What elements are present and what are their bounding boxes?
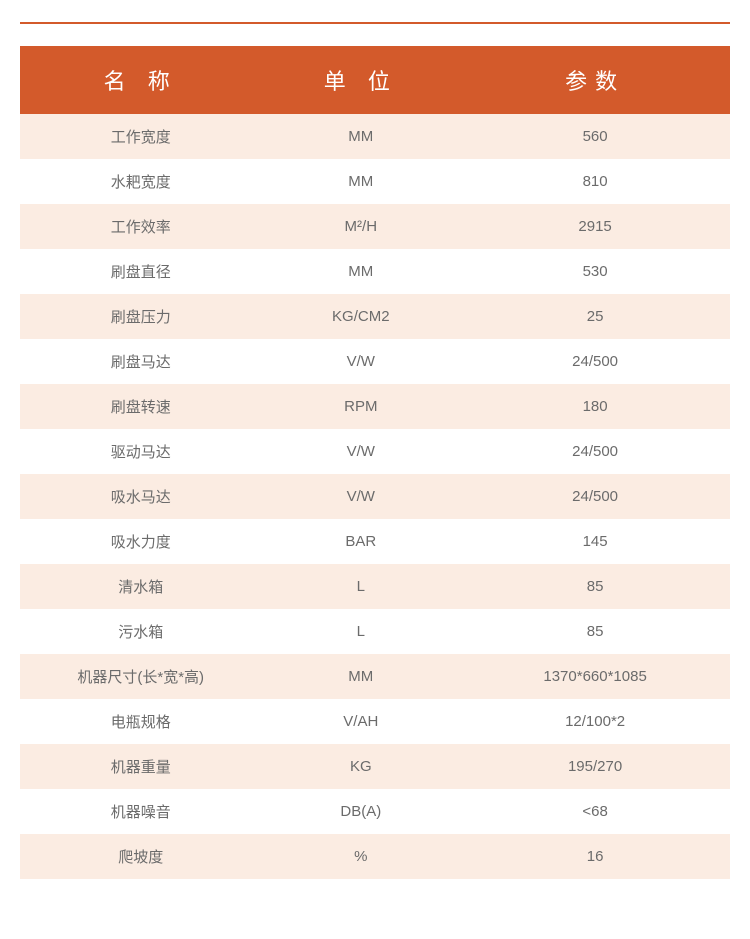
table-row: 水耙宽度MM810 bbox=[20, 159, 730, 204]
table-row: 刷盘转速RPM180 bbox=[20, 384, 730, 429]
cell-param: 530 bbox=[460, 249, 730, 294]
cell-name: 刷盘压力 bbox=[20, 294, 261, 339]
cell-unit: V/AH bbox=[261, 699, 460, 744]
col-header-unit: 单 位 bbox=[261, 46, 460, 114]
table-row: 工作效率M²/H2915 bbox=[20, 204, 730, 249]
spec-table: 名 称 单 位 参数 工作宽度MM560水耙宽度MM810工作效率M²/H291… bbox=[20, 46, 730, 879]
cell-unit: L bbox=[261, 609, 460, 654]
table-row: 机器噪音DB(A)<68 bbox=[20, 789, 730, 834]
cell-name: 电瓶规格 bbox=[20, 699, 261, 744]
cell-unit: L bbox=[261, 564, 460, 609]
table-row: 刷盘压力KG/CM225 bbox=[20, 294, 730, 339]
cell-name: 驱动马达 bbox=[20, 429, 261, 474]
cell-param: 24/500 bbox=[460, 339, 730, 384]
cell-name: 工作宽度 bbox=[20, 114, 261, 159]
cell-unit: M²/H bbox=[261, 204, 460, 249]
cell-param: 195/270 bbox=[460, 744, 730, 789]
cell-param: 2915 bbox=[460, 204, 730, 249]
table-row: 爬坡度%16 bbox=[20, 834, 730, 879]
top-divider bbox=[20, 22, 730, 24]
table-row: 工作宽度MM560 bbox=[20, 114, 730, 159]
cell-param: 810 bbox=[460, 159, 730, 204]
cell-name: 吸水马达 bbox=[20, 474, 261, 519]
cell-param: <68 bbox=[460, 789, 730, 834]
cell-param: 560 bbox=[460, 114, 730, 159]
cell-name: 污水箱 bbox=[20, 609, 261, 654]
cell-unit: V/W bbox=[261, 474, 460, 519]
cell-param: 25 bbox=[460, 294, 730, 339]
cell-name: 吸水力度 bbox=[20, 519, 261, 564]
cell-name: 水耙宽度 bbox=[20, 159, 261, 204]
cell-param: 145 bbox=[460, 519, 730, 564]
cell-name: 爬坡度 bbox=[20, 834, 261, 879]
table-row: 机器重量KG195/270 bbox=[20, 744, 730, 789]
table-row: 吸水马达V/W24/500 bbox=[20, 474, 730, 519]
table-row: 吸水力度BAR145 bbox=[20, 519, 730, 564]
table-row: 刷盘马达V/W24/500 bbox=[20, 339, 730, 384]
cell-param: 24/500 bbox=[460, 474, 730, 519]
table-row: 机器尺寸(长*宽*高)MM1370*660*1085 bbox=[20, 654, 730, 699]
spec-table-body: 工作宽度MM560水耙宽度MM810工作效率M²/H2915刷盘直径MM530刷… bbox=[20, 114, 730, 879]
cell-param: 85 bbox=[460, 609, 730, 654]
cell-name: 刷盘直径 bbox=[20, 249, 261, 294]
cell-unit: MM bbox=[261, 159, 460, 204]
cell-name: 清水箱 bbox=[20, 564, 261, 609]
cell-name: 工作效率 bbox=[20, 204, 261, 249]
cell-unit: DB(A) bbox=[261, 789, 460, 834]
cell-name: 刷盘转速 bbox=[20, 384, 261, 429]
cell-name: 机器噪音 bbox=[20, 789, 261, 834]
cell-unit: V/W bbox=[261, 339, 460, 384]
page-wrap: 名 称 单 位 参数 工作宽度MM560水耙宽度MM810工作效率M²/H291… bbox=[0, 0, 750, 939]
cell-unit: MM bbox=[261, 114, 460, 159]
cell-param: 12/100*2 bbox=[460, 699, 730, 744]
cell-unit: MM bbox=[261, 654, 460, 699]
cell-name: 机器重量 bbox=[20, 744, 261, 789]
cell-name: 机器尺寸(长*宽*高) bbox=[20, 654, 261, 699]
cell-unit: RPM bbox=[261, 384, 460, 429]
table-row: 电瓶规格V/AH12/100*2 bbox=[20, 699, 730, 744]
cell-unit: KG bbox=[261, 744, 460, 789]
cell-name: 刷盘马达 bbox=[20, 339, 261, 384]
cell-unit: V/W bbox=[261, 429, 460, 474]
cell-param: 180 bbox=[460, 384, 730, 429]
col-header-name: 名 称 bbox=[20, 46, 261, 114]
col-header-param: 参数 bbox=[460, 46, 730, 114]
table-row: 驱动马达V/W24/500 bbox=[20, 429, 730, 474]
table-row: 污水箱L85 bbox=[20, 609, 730, 654]
spec-table-head: 名 称 单 位 参数 bbox=[20, 46, 730, 114]
cell-param: 24/500 bbox=[460, 429, 730, 474]
cell-param: 16 bbox=[460, 834, 730, 879]
cell-unit: % bbox=[261, 834, 460, 879]
cell-unit: MM bbox=[261, 249, 460, 294]
cell-param: 85 bbox=[460, 564, 730, 609]
cell-unit: BAR bbox=[261, 519, 460, 564]
table-row: 刷盘直径MM530 bbox=[20, 249, 730, 294]
cell-param: 1370*660*1085 bbox=[460, 654, 730, 699]
cell-unit: KG/CM2 bbox=[261, 294, 460, 339]
table-row: 清水箱L85 bbox=[20, 564, 730, 609]
